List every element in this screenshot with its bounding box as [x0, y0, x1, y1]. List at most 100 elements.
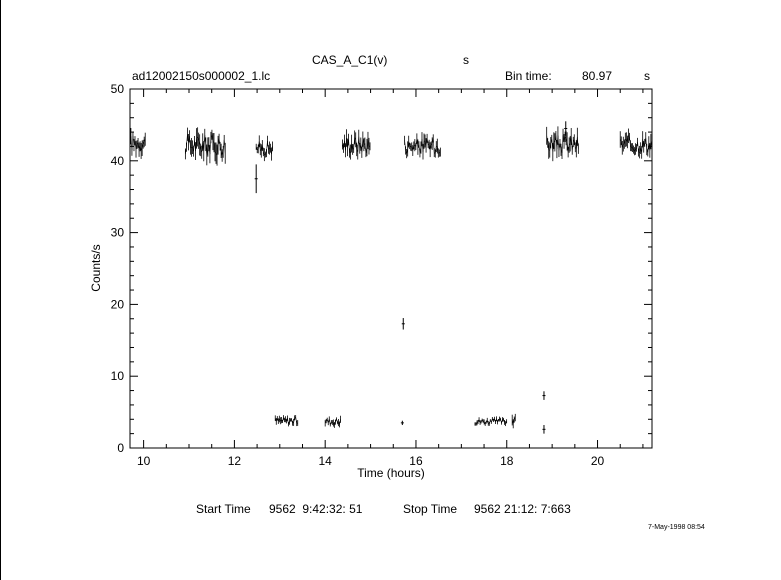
data-step: [511, 419, 514, 424]
y-axis-label: Counts/s: [89, 244, 103, 291]
data-step: [639, 148, 641, 153]
data-step: [406, 148, 408, 154]
data-step: [418, 144, 421, 154]
data-step: [352, 148, 354, 150]
data-step: [556, 135, 559, 150]
data-step: [491, 418, 493, 423]
data-step: [648, 142, 651, 151]
data-step: [357, 136, 360, 153]
data-step: [627, 135, 629, 142]
data-step: [480, 419, 483, 423]
data-step: [500, 419, 502, 423]
data-step: [353, 137, 355, 149]
x-tick-label: 18: [500, 454, 514, 468]
data-step: [349, 151, 351, 154]
data-step: [193, 140, 195, 152]
data-step: [419, 147, 422, 154]
data-step: [203, 135, 206, 152]
data-step: [278, 418, 280, 422]
data-step: [484, 422, 487, 425]
data-step: [650, 141, 653, 148]
data-step: [282, 417, 284, 422]
data-step: [437, 146, 439, 154]
data-segment: [184, 127, 226, 166]
axis-tick-labels: 10 12 14 16 18 20 0 10 20 30 40 50: [111, 82, 605, 468]
data-step: [547, 142, 550, 151]
data-step: [632, 147, 634, 150]
data-step: [348, 139, 350, 153]
data-step: [558, 143, 561, 151]
data-step: [503, 419, 505, 423]
data-step: [268, 147, 270, 150]
y-tick-label: 30: [111, 226, 125, 240]
data-step: [409, 145, 411, 148]
data-step: [566, 141, 569, 153]
data-step: [283, 417, 285, 421]
data-step: [220, 150, 223, 156]
bin-time-unit: s: [644, 69, 650, 83]
data-step: [408, 141, 411, 146]
data-step: [354, 137, 356, 140]
x-tick-label: 10: [137, 454, 151, 468]
data-step: [197, 136, 199, 141]
data-step: [274, 418, 277, 422]
data-step: [358, 136, 361, 149]
data-step: [130, 136, 133, 151]
data-step: [205, 144, 208, 155]
data-step: [213, 142, 216, 152]
data-step: [571, 141, 574, 151]
data-step: [576, 136, 578, 149]
data-step: [642, 139, 645, 147]
data-segment: [342, 129, 371, 160]
data-step: [288, 421, 290, 425]
stop-time-label: Stop Time: [403, 502, 458, 516]
data-step: [262, 145, 264, 152]
data-step: [426, 138, 429, 145]
data-step: [201, 142, 204, 153]
data-step: [619, 139, 622, 141]
data-step: [421, 139, 424, 152]
data-step: [628, 135, 630, 137]
data-step: [439, 151, 441, 154]
data-step: [564, 136, 567, 139]
data-step: [512, 419, 515, 424]
data-step: [206, 146, 209, 155]
x-tick-label: 16: [409, 454, 423, 468]
plot-frame: [129, 88, 653, 449]
data-step: [551, 138, 554, 153]
data-step: [561, 135, 564, 153]
data-step: [552, 140, 555, 153]
data-step: [265, 152, 267, 155]
data-step: [428, 144, 431, 150]
data-step: [412, 145, 415, 151]
data-step: [256, 148, 259, 151]
data-step: [630, 145, 632, 148]
data-step: [271, 146, 273, 155]
data-segment: [474, 416, 508, 427]
data-step: [292, 422, 294, 424]
data-step: [568, 143, 571, 146]
data-step: [135, 144, 138, 150]
data-step: [324, 420, 327, 424]
data-step: [222, 139, 225, 152]
x-tick-label: 12: [228, 454, 242, 468]
data-step: [407, 141, 409, 149]
data-step: [139, 146, 142, 152]
window-left-border: [0, 0, 1, 580]
data-step: [488, 420, 491, 425]
data-segment: [130, 127, 146, 159]
data-step: [280, 419, 282, 422]
data-step: [328, 418, 331, 425]
chart-title: CAS_A_C1(v): [312, 53, 388, 67]
data-step: [637, 141, 639, 153]
data-step: [199, 144, 201, 150]
data-step: [257, 141, 260, 149]
data-segment: [619, 128, 653, 159]
data-step: [559, 143, 562, 150]
data-segment: [546, 126, 579, 162]
data-step: [137, 142, 140, 150]
data-step: [429, 144, 432, 150]
data-step: [494, 418, 496, 423]
data-step: [563, 136, 566, 142]
data-step: [291, 419, 293, 424]
